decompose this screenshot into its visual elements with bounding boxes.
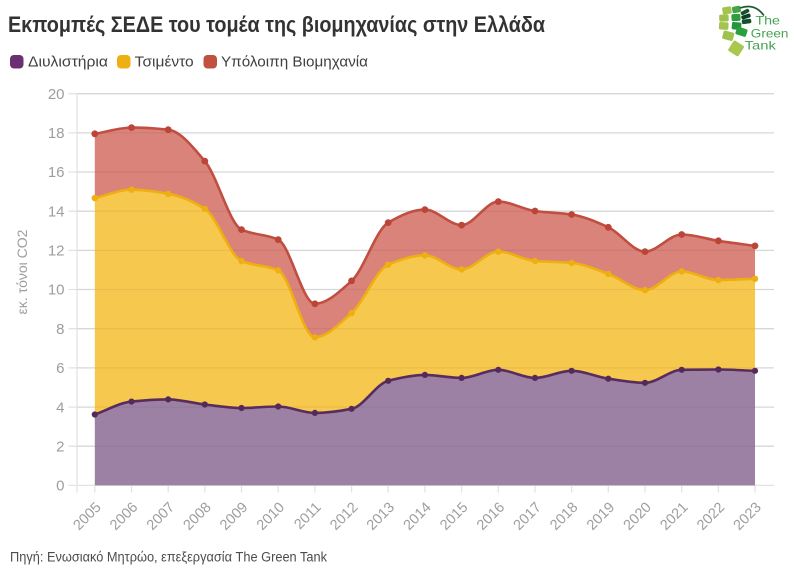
svg-text:12: 12 [48, 243, 65, 260]
svg-text:16: 16 [48, 164, 65, 181]
svg-text:18: 18 [48, 125, 65, 142]
svg-text:Tank: Tank [745, 39, 778, 53]
svg-text:Εκπομπές ΣΕΔΕ του τομέα της βι: Εκπομπές ΣΕΔΕ του τομέα της βιομηχανίας … [8, 12, 545, 37]
svg-text:εκ. τόνοι CO2: εκ. τόνοι CO2 [14, 229, 30, 314]
svg-text:6: 6 [56, 360, 64, 377]
svg-text:Green: Green [751, 27, 789, 41]
svg-text:0: 0 [56, 478, 64, 495]
svg-text:4: 4 [56, 399, 64, 416]
svg-text:2: 2 [56, 438, 64, 455]
svg-text:8: 8 [56, 321, 64, 338]
svg-text:Πηγή: Ενωσιακό Μητρώο, επεξεργ: Πηγή: Ενωσιακό Μητρώο, επεξεργασία The G… [10, 550, 327, 565]
svg-text:14: 14 [48, 203, 65, 220]
svg-text:Διυλιστήρια: Διυλιστήρια [28, 54, 108, 71]
svg-text:20: 20 [48, 86, 65, 103]
svg-text:10: 10 [48, 282, 65, 299]
svg-text:The: The [755, 14, 780, 28]
svg-text:Τσιμέντο: Τσιμέντο [135, 54, 194, 71]
svg-text:Υπόλοιπη Βιομηχανία: Υπόλοιπη Βιομηχανία [221, 54, 368, 71]
